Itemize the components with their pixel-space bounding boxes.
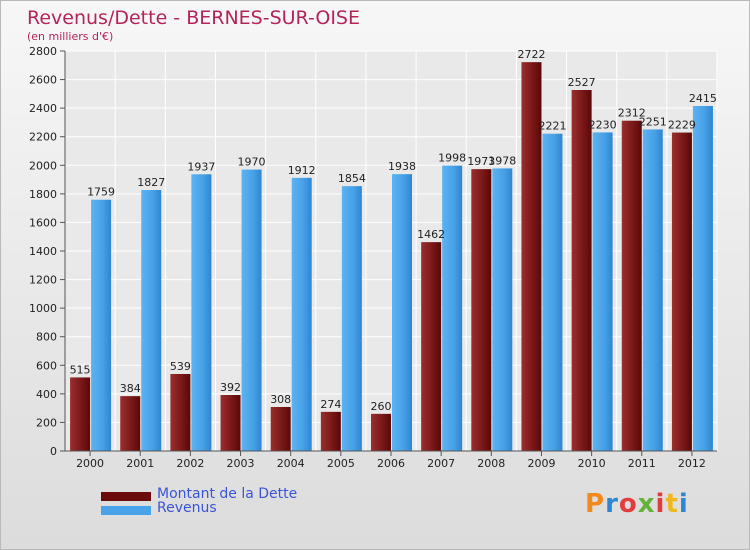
- bar-revenue: [91, 199, 112, 451]
- y-tick-label: 1600: [29, 216, 57, 229]
- data-label-debt: 515: [70, 363, 91, 376]
- bar-debt: [170, 374, 191, 451]
- data-label-revenue: 1937: [187, 160, 215, 173]
- data-label-revenue: 2415: [689, 92, 717, 105]
- x-tick-label: 2008: [477, 457, 505, 470]
- y-tick-label: 600: [36, 359, 57, 372]
- logo-letter: x: [637, 489, 656, 519]
- x-tick-label: 2010: [578, 457, 606, 470]
- y-tick-label: 2000: [29, 159, 57, 172]
- data-label-revenue: 1854: [338, 172, 366, 185]
- bar-debt: [270, 407, 291, 451]
- data-label-debt: 2312: [618, 107, 646, 120]
- data-label-debt: 392: [220, 381, 241, 394]
- data-label-revenue: 1970: [238, 156, 266, 169]
- bar-debt: [471, 169, 492, 451]
- bar-revenue: [241, 169, 262, 452]
- bar-revenue: [592, 132, 613, 451]
- bar-debt: [371, 413, 391, 451]
- data-label-revenue: 1912: [288, 164, 316, 177]
- logo-letter: r: [605, 489, 619, 519]
- y-tick-label: 1200: [29, 274, 57, 287]
- y-tick-label: 2800: [29, 45, 57, 58]
- legend-label-revenue: Revenus: [157, 500, 217, 516]
- data-label-revenue: 1978: [488, 154, 516, 167]
- bar-debt: [320, 411, 341, 451]
- chart-title: Revenus/Dette - BERNES-SUR-OISE: [27, 7, 360, 29]
- logo-letter: o: [618, 489, 638, 519]
- y-tick-label: 1800: [29, 188, 57, 201]
- x-tick-label: 2007: [427, 457, 455, 470]
- chart-subtitle: (en milliers d'€): [27, 30, 114, 43]
- bar-revenue: [392, 174, 412, 451]
- y-tick-label: 1400: [29, 245, 57, 258]
- logo-letter: P: [585, 489, 606, 519]
- data-label-revenue: 1938: [388, 160, 416, 173]
- bar-debt: [621, 120, 642, 451]
- bar-debt: [421, 242, 442, 451]
- logo-letter: i: [655, 489, 666, 519]
- data-label-debt: 274: [320, 398, 341, 411]
- bar-revenue: [291, 177, 312, 451]
- x-tick-label: 2005: [327, 457, 355, 470]
- data-label-revenue: 1998: [438, 152, 466, 165]
- bar-revenue: [442, 165, 463, 452]
- data-label-debt: 2229: [668, 119, 696, 132]
- legend-swatch-debt: [101, 492, 151, 501]
- legend-label-debt: Montant de la Dette: [157, 486, 298, 502]
- bar-debt: [571, 90, 592, 451]
- x-tick-label: 2003: [227, 457, 255, 470]
- data-label-debt: 2722: [517, 48, 545, 61]
- data-label-debt: 384: [120, 382, 141, 395]
- data-label-debt: 1462: [417, 228, 445, 241]
- bar-revenue: [542, 133, 563, 451]
- data-label-debt: 260: [371, 400, 392, 413]
- bar-revenue: [642, 129, 663, 451]
- x-tick-label: 2001: [126, 457, 154, 470]
- x-tick-label: 2006: [377, 457, 405, 470]
- y-tick-label: 2200: [29, 131, 57, 144]
- x-tick-label: 2012: [678, 457, 706, 470]
- y-tick-label: 0: [50, 445, 57, 458]
- bar-debt: [120, 396, 141, 451]
- data-label-debt: 539: [170, 360, 191, 373]
- bar-revenue: [141, 190, 162, 451]
- x-tick-label: 2009: [527, 457, 555, 470]
- logo-letter: t: [665, 489, 679, 519]
- data-label-debt: 1973: [467, 155, 495, 168]
- x-tick-label: 2004: [277, 457, 305, 470]
- bar-debt: [521, 62, 542, 452]
- bar-revenue: [492, 168, 513, 451]
- bar-debt: [671, 132, 692, 452]
- x-tick-label: 2011: [628, 457, 656, 470]
- x-tick-label: 2002: [176, 457, 204, 470]
- bars-layer: [70, 62, 713, 452]
- bar-debt: [70, 377, 91, 451]
- data-label-revenue: 1759: [87, 186, 115, 199]
- y-tick-label: 2600: [29, 74, 57, 87]
- bar-revenue: [191, 174, 212, 452]
- y-tick-label: 1000: [29, 302, 57, 315]
- legend-swatch-revenue: [101, 506, 151, 515]
- y-tick-label: 2400: [29, 102, 57, 115]
- bar-debt: [220, 395, 241, 451]
- data-label-debt: 2527: [568, 76, 596, 89]
- labels-layer: 515 1759 384 1827 539 1937 392 1970 308 1912 274 18…: [70, 48, 717, 413]
- y-tick-label: 400: [36, 388, 57, 401]
- x-tick-label: 2000: [76, 457, 104, 470]
- axis-layer: 0 200 400 600 800 1000 1200 1400 1600 1800 2000 220…: [29, 45, 717, 470]
- y-tick-label: 800: [36, 331, 57, 344]
- data-label-debt: 308: [270, 393, 291, 406]
- data-label-revenue: 2251: [639, 115, 667, 128]
- bar-revenue: [692, 106, 713, 451]
- bar-revenue: [341, 186, 362, 451]
- proxiti-logo: Proxiti: [585, 489, 689, 519]
- data-label-revenue: 2230: [589, 118, 617, 131]
- data-label-revenue: 1827: [137, 176, 165, 189]
- logo-letter: i: [678, 489, 689, 519]
- data-label-revenue: 2221: [538, 120, 566, 133]
- y-tick-label: 200: [36, 416, 57, 429]
